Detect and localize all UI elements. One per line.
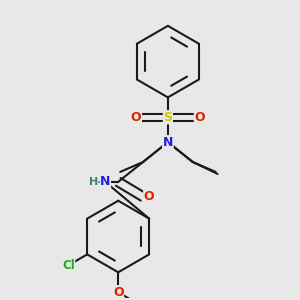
Text: Cl: Cl bbox=[62, 259, 75, 272]
Text: N: N bbox=[163, 136, 173, 148]
Text: O: O bbox=[113, 286, 124, 299]
Text: O: O bbox=[144, 190, 154, 203]
Text: H: H bbox=[89, 177, 98, 187]
Text: N: N bbox=[100, 176, 110, 188]
Text: S: S bbox=[164, 111, 172, 124]
Text: O: O bbox=[131, 111, 141, 124]
Text: O: O bbox=[194, 111, 205, 124]
